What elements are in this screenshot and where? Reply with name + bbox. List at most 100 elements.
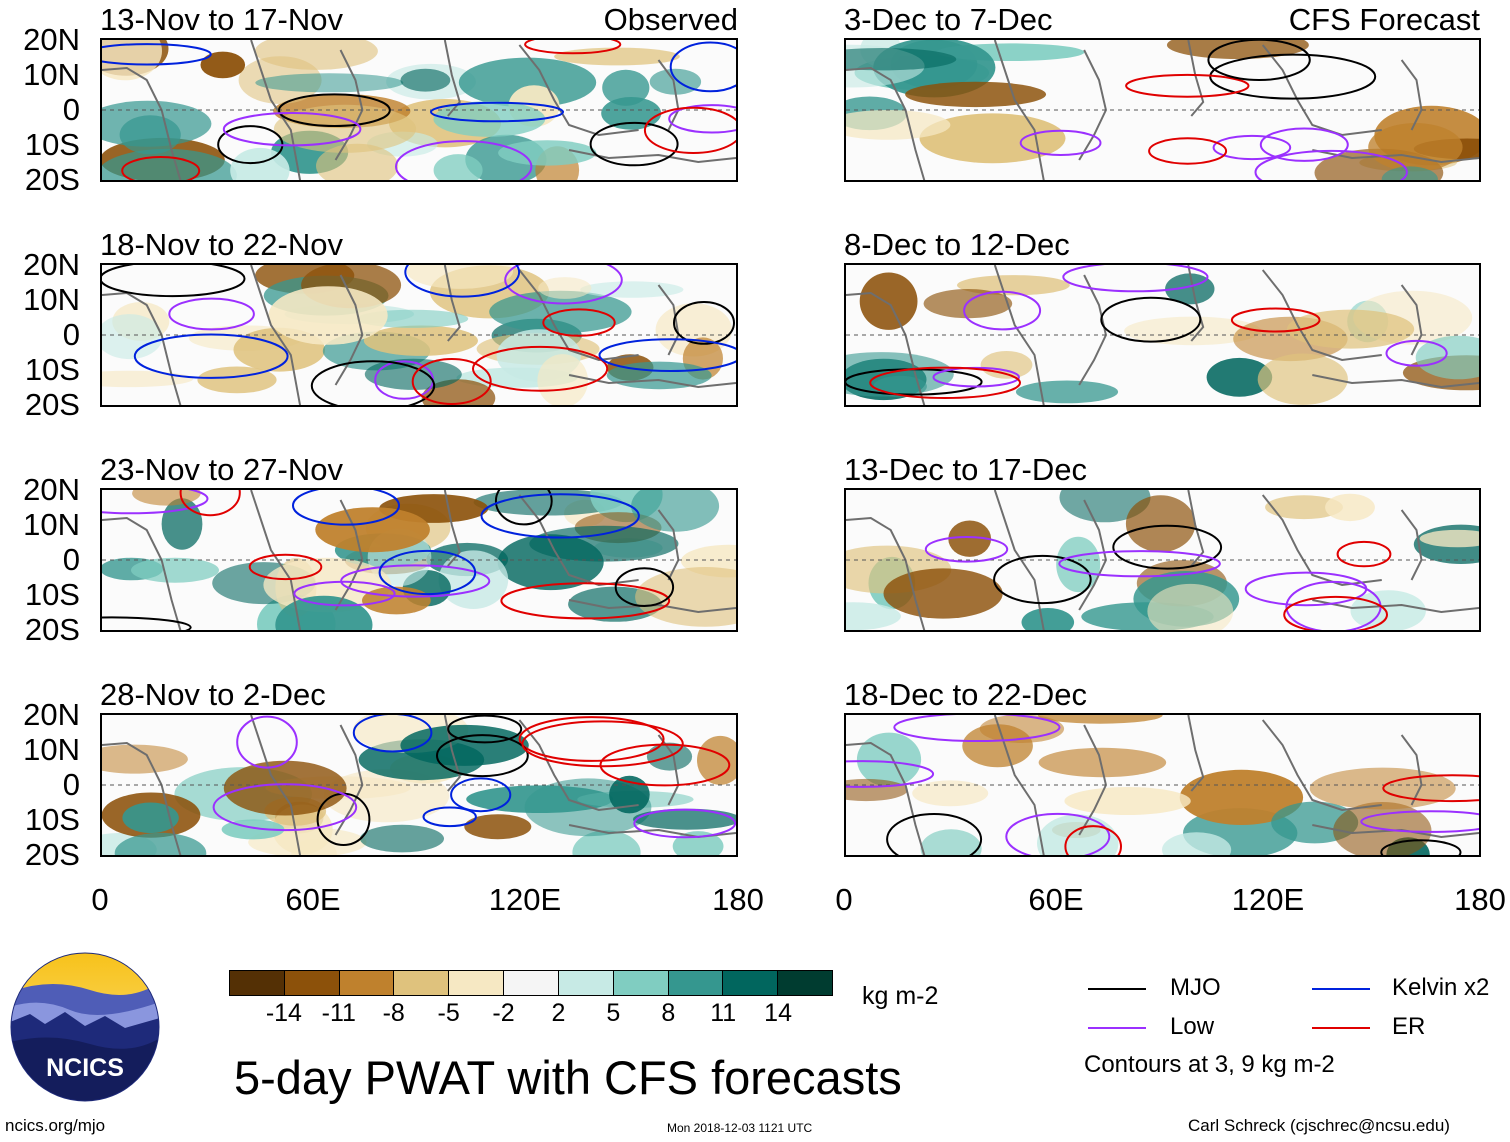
pwat-anomaly-blob xyxy=(268,286,388,345)
lat-label: 20S xyxy=(24,837,80,872)
contour-line xyxy=(893,715,1061,742)
coastline xyxy=(443,265,461,342)
lat-label: 20N xyxy=(23,472,80,507)
colorbar-label: 5 xyxy=(606,999,621,1027)
map-plot xyxy=(844,263,1481,407)
lat-label: 10N xyxy=(23,57,80,92)
colorbar-label: -11 xyxy=(321,999,356,1027)
colorbar-bin xyxy=(777,971,832,995)
er-line-swatch xyxy=(1312,1027,1370,1029)
colorbar-bin xyxy=(557,971,613,995)
colorbar xyxy=(229,970,833,996)
coastline xyxy=(993,265,1045,405)
contour-line xyxy=(589,121,679,167)
pwat-anomaly-blob xyxy=(102,148,237,180)
lat-label: 0 xyxy=(62,767,80,802)
pwat-anomaly-blob xyxy=(223,760,347,816)
contour-line xyxy=(673,301,735,345)
pwat-anomaly-blob xyxy=(1415,335,1479,380)
lon-label: 0 xyxy=(835,882,853,917)
pwat-anomaly-blob xyxy=(1037,715,1163,724)
pwat-anomaly-blob xyxy=(1162,832,1232,855)
panel-kind-label: CFS Forecast xyxy=(1288,2,1480,37)
contour-line xyxy=(480,493,640,539)
contour-line xyxy=(1283,595,1388,630)
lat-label: 10S xyxy=(24,352,80,387)
colorbar-label: -14 xyxy=(265,999,302,1027)
lat-label: 10S xyxy=(24,577,80,612)
pwat-anomaly-blob xyxy=(580,281,684,298)
colorbar-units: kg m-2 xyxy=(862,982,939,1010)
contour-line xyxy=(869,366,1021,400)
contour-line xyxy=(133,333,289,379)
contour-line xyxy=(422,806,477,828)
contour-line xyxy=(504,265,623,305)
contour-line xyxy=(450,777,512,813)
map-plot xyxy=(100,488,738,632)
pwat-anomaly-blob xyxy=(1037,814,1119,855)
contour-line xyxy=(1148,137,1228,165)
pwat-anomaly-blob xyxy=(538,277,592,299)
main-title: 5-day PWAT with CFS forecasts xyxy=(234,1051,902,1104)
pwat-anomaly-blob xyxy=(948,520,992,557)
map-field xyxy=(102,265,736,405)
pwat-anomaly-blob xyxy=(1147,583,1234,630)
pwat-anomaly-blob xyxy=(400,68,451,92)
contour-line xyxy=(494,490,553,526)
coastline xyxy=(250,40,302,180)
coastline xyxy=(250,490,302,630)
colorbar-label: 11 xyxy=(710,999,737,1027)
contour-line xyxy=(472,345,609,392)
footer-credit: Carl Schreck (cjschrec@ncsu.edu) xyxy=(1188,1116,1450,1135)
colorbar-label: 2 xyxy=(551,999,566,1027)
contour-line xyxy=(614,567,675,607)
pwat-anomaly-blob xyxy=(912,780,989,807)
pwat-anomaly-blob xyxy=(131,557,219,583)
colorbar-bin xyxy=(448,971,504,995)
contour-line xyxy=(963,290,1042,331)
pwat-anomaly-blob xyxy=(315,507,430,553)
lon-label: 120E xyxy=(1231,882,1305,917)
coastline xyxy=(1400,509,1423,581)
colorbar-bin xyxy=(283,971,339,995)
pwat-anomaly-blob xyxy=(1325,493,1375,522)
coastline xyxy=(657,509,680,581)
contour-line xyxy=(293,580,396,607)
contour-line xyxy=(542,308,616,337)
contour-line xyxy=(278,93,391,127)
pwat-anomaly-blob xyxy=(433,101,546,137)
contour-line xyxy=(1005,812,1111,855)
colorbar-label: 8 xyxy=(661,999,676,1027)
contour-line xyxy=(404,265,521,298)
coastline xyxy=(1400,59,1423,131)
pwat-anomaly-blob xyxy=(905,81,1047,108)
mjo-line-swatch xyxy=(1088,988,1146,990)
ncics-logo-graphic: NCICS xyxy=(10,952,160,1102)
map-plot xyxy=(100,713,738,857)
lat-label: 20N xyxy=(23,697,80,732)
contour-line xyxy=(352,715,433,753)
coastline xyxy=(1261,44,1382,137)
contour-line xyxy=(521,720,684,768)
panel-title: 23-Nov to 27-Nov xyxy=(100,452,343,487)
colorbar-bin xyxy=(503,971,558,995)
pwat-anomaly-blob xyxy=(200,51,246,79)
contour-line xyxy=(1207,40,1311,81)
footer-url: ncics.org/mjo xyxy=(5,1116,106,1135)
coastline xyxy=(334,499,364,611)
pwat-anomaly-blob xyxy=(273,104,417,153)
contour-line xyxy=(236,715,298,769)
lat-label: 0 xyxy=(62,542,80,577)
lat-label: 10S xyxy=(24,127,80,162)
pwat-anomaly-blob xyxy=(255,73,404,93)
contour-line xyxy=(1112,524,1223,570)
pwat-anomaly-blob xyxy=(1021,608,1075,630)
contour-line xyxy=(121,156,201,180)
lon-label: 180 xyxy=(712,882,764,917)
contour-line xyxy=(102,616,192,630)
coastline xyxy=(334,49,364,161)
pwat-anomaly-blob xyxy=(473,490,623,516)
colorbar-label: -5 xyxy=(437,999,460,1027)
contour-line xyxy=(524,40,622,55)
contour-line xyxy=(248,553,323,581)
